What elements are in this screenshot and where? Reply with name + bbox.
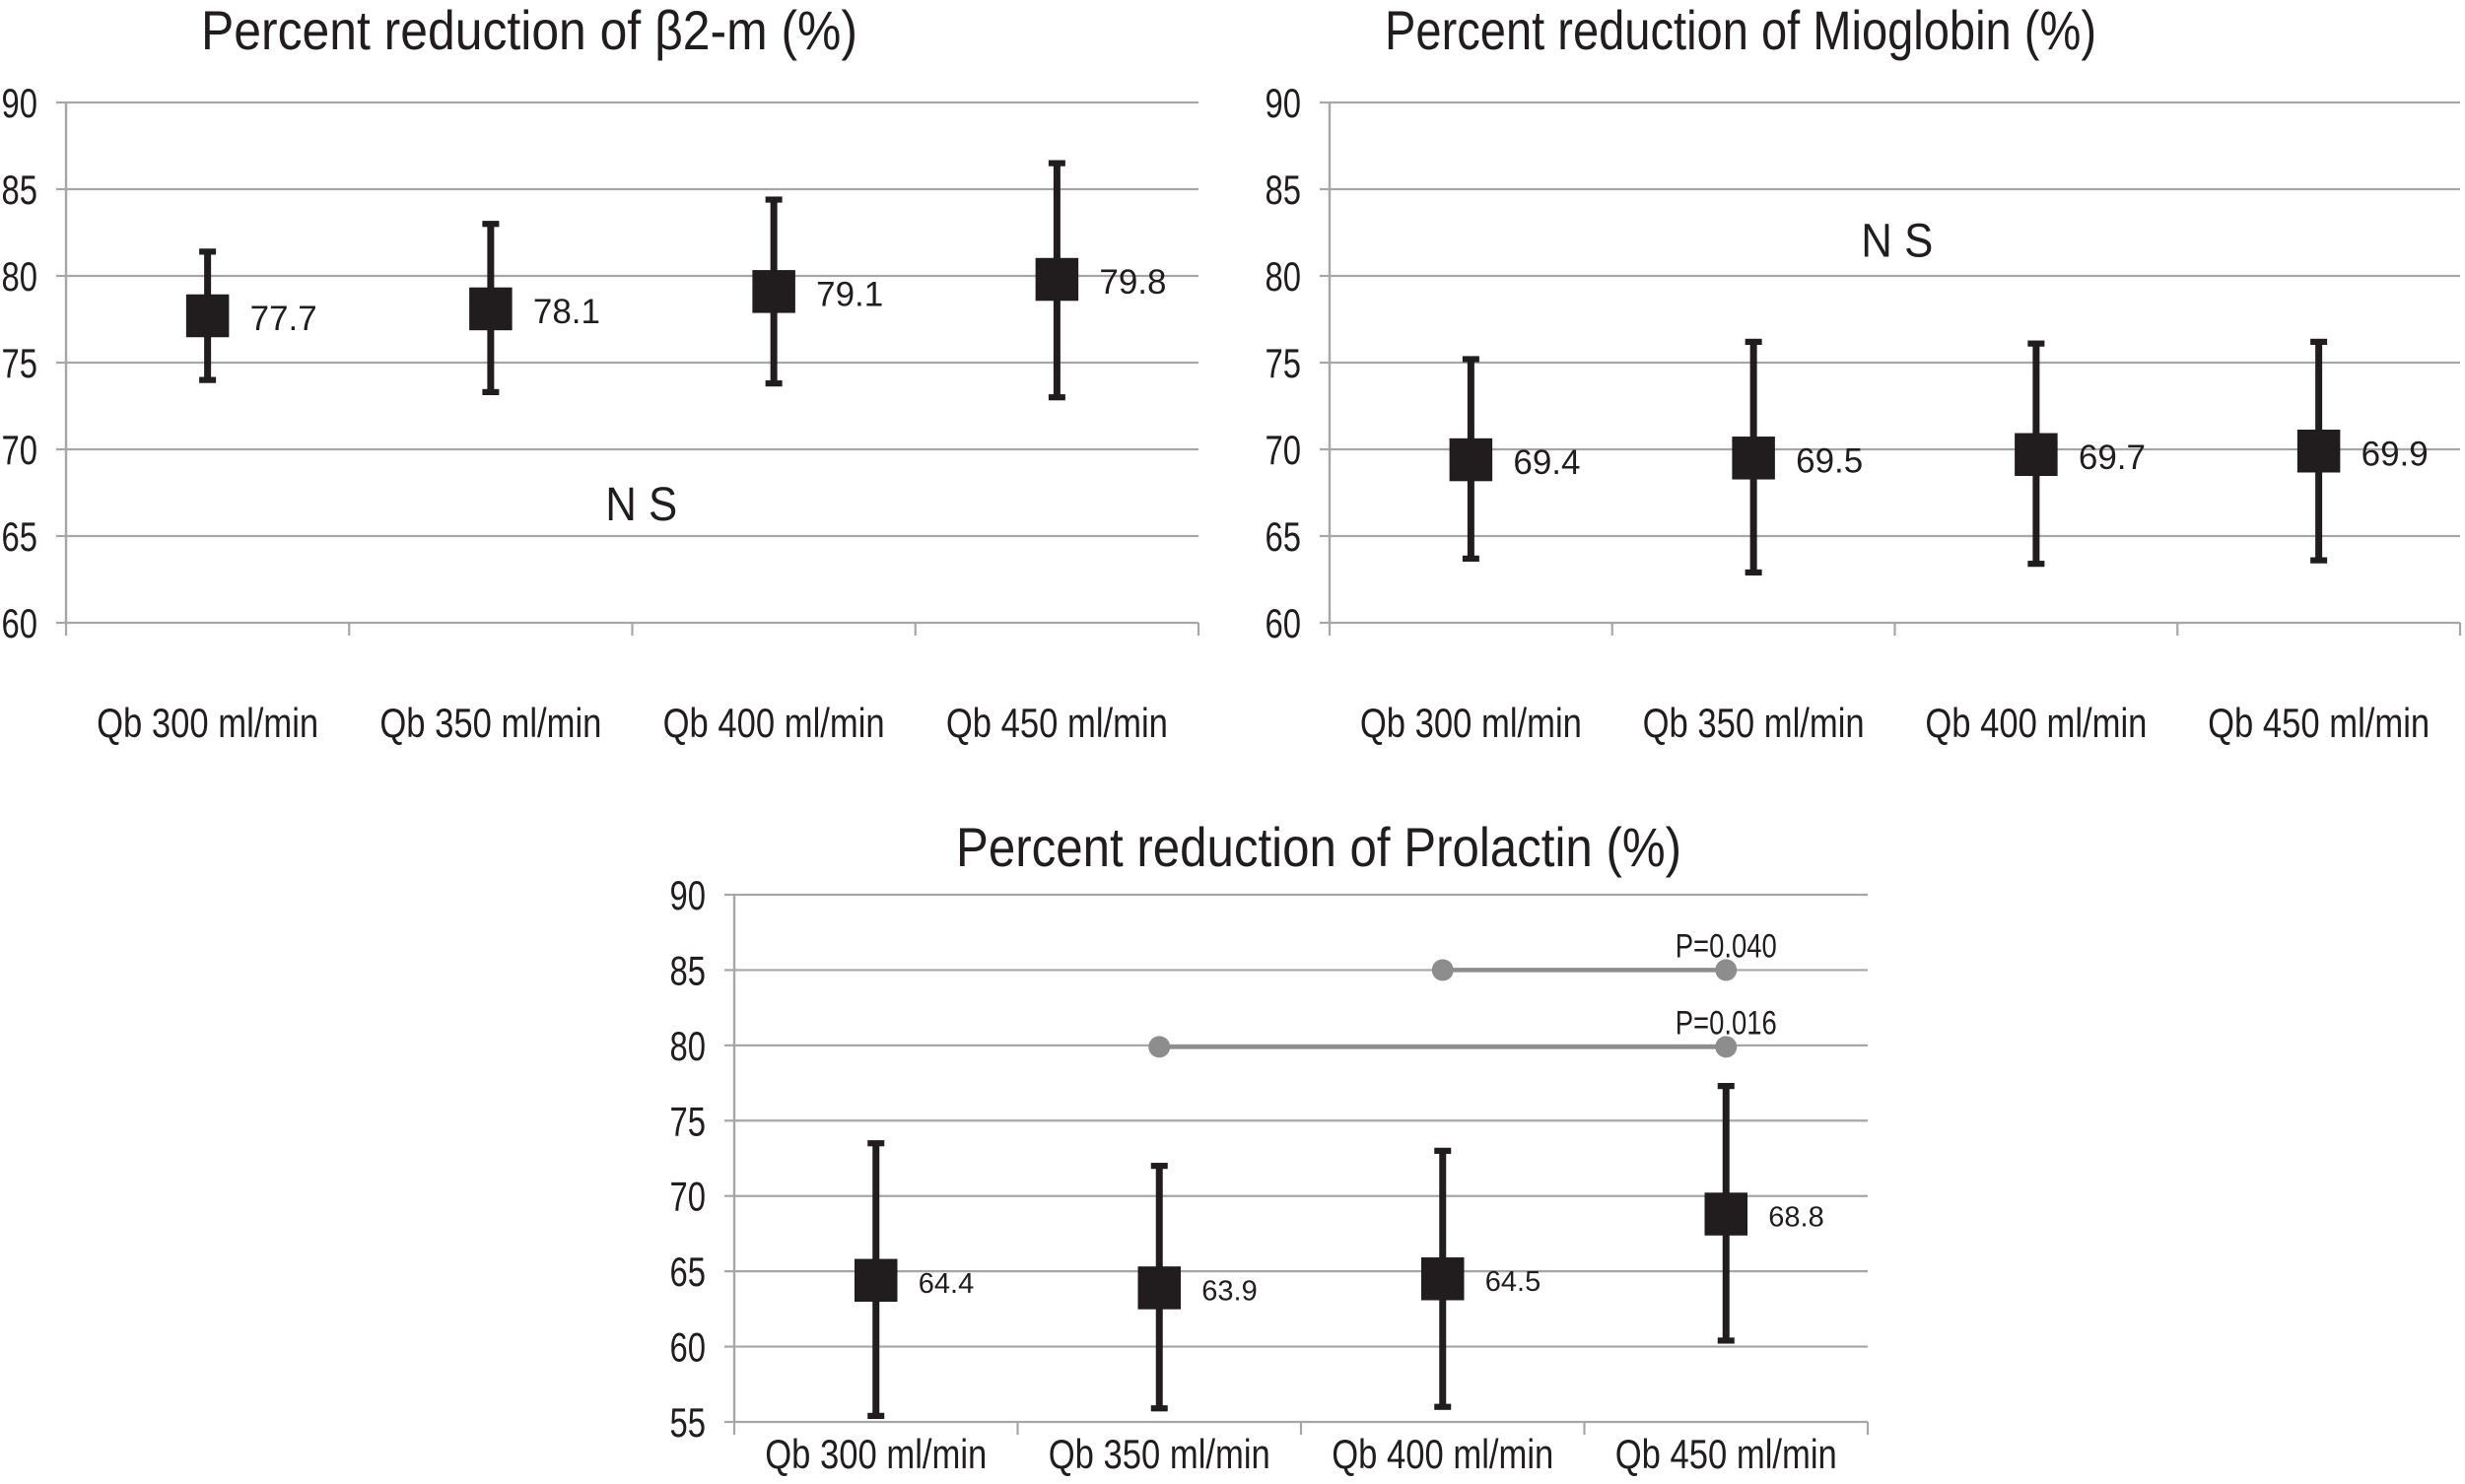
value-label: 79.1 xyxy=(816,275,883,313)
error-bar-cap-upper xyxy=(1745,338,1762,345)
marker-square xyxy=(1449,438,1493,482)
error-bar-cap-upper xyxy=(1717,1083,1735,1090)
x-category-label: Qb 300 ml/min xyxy=(97,700,318,746)
error-bar-cap-lower xyxy=(2027,561,2045,568)
significance-dot xyxy=(1431,959,1454,981)
y-tick-label: 65 xyxy=(2,513,38,560)
x-category-label: Qb 300 ml/min xyxy=(1360,700,1582,746)
x-category-label: Qb 400 ml/min xyxy=(1332,1431,1553,1477)
error-bar-cap-upper xyxy=(1150,1163,1168,1170)
y-tick-label: 80 xyxy=(670,1023,707,1069)
error-bar-cap-upper xyxy=(2027,340,2045,347)
x-category-label: Qb 400 ml/min xyxy=(663,700,885,746)
y-tick-label: 70 xyxy=(1266,427,1302,473)
ns-annotation: N S xyxy=(1861,216,1933,268)
y-tick-label: 70 xyxy=(670,1174,707,1220)
chart-mioglobin: Percent reduction of Mioglobin (%) 60 65 70… xyxy=(1266,0,2462,746)
error-bar-cap-lower xyxy=(482,388,500,396)
error-bar-cap-lower xyxy=(1048,394,1065,401)
error-bar-cap-lower xyxy=(1434,1403,1452,1410)
marker-square xyxy=(469,287,513,331)
y-tick-label: 85 xyxy=(2,167,38,213)
chart-title: Percent reduction of β2-m (%) xyxy=(201,0,857,61)
y-tick-label: 80 xyxy=(1266,253,1302,300)
error-bar-cap-upper xyxy=(1048,160,1065,167)
value-label: 78.1 xyxy=(533,293,600,331)
y-tick-label: 75 xyxy=(1266,340,1302,386)
x-category-label: Qb 300 ml/min xyxy=(765,1431,987,1477)
x-category-label: Qb 450 ml/min xyxy=(1615,1431,1837,1477)
error-bar-cap-upper xyxy=(2310,338,2328,345)
y-tick-label: 90 xyxy=(2,80,38,126)
marker-square xyxy=(1704,1192,1747,1236)
significance-dot xyxy=(1715,959,1738,981)
marker-square xyxy=(752,270,795,313)
error-bar-cap-lower xyxy=(867,1412,885,1419)
value-label: 69.9 xyxy=(2362,435,2429,473)
marker-square xyxy=(2015,433,2058,477)
y-tick-label: 65 xyxy=(670,1248,707,1295)
x-category-label: Qb 450 ml/min xyxy=(2208,700,2430,746)
value-label: 68.8 xyxy=(1768,1201,1823,1233)
error-bar-cap-lower xyxy=(1745,569,1762,576)
marker-square xyxy=(185,294,230,338)
error-bar-cap-upper xyxy=(199,248,217,255)
x-category-label: Qb 450 ml/min xyxy=(946,700,1168,746)
value-label: 79.8 xyxy=(1099,263,1166,302)
x-category-label: Qb 350 ml/min xyxy=(379,700,601,746)
y-tick-label: 90 xyxy=(1266,80,1302,126)
y-tick-label: 70 xyxy=(2,427,38,473)
value-label: 77.7 xyxy=(250,300,317,338)
error-bar-cap-lower xyxy=(1462,555,1479,562)
y-tick-label: 75 xyxy=(2,340,38,386)
value-label: 64.4 xyxy=(919,1268,974,1300)
error-bar-cap-upper xyxy=(765,196,783,203)
error-bar-cap-lower xyxy=(1717,1337,1735,1344)
marker-square xyxy=(1035,257,1079,302)
significance-dot xyxy=(1148,1036,1171,1058)
value-label: 69.7 xyxy=(2079,438,2146,477)
marker-square xyxy=(1732,437,1775,480)
error-bar-cap-lower xyxy=(2310,557,2328,564)
y-tick-label: 60 xyxy=(670,1324,707,1371)
y-tick-label: 65 xyxy=(1266,513,1302,560)
y-tick-label: 85 xyxy=(1266,167,1302,213)
chart-beta2m: Percent reduction of β2-m (%) 60 65 70 75 80 8… xyxy=(2,0,1200,746)
error-bar-cap-upper xyxy=(1462,356,1479,363)
error-bar-cap-lower xyxy=(765,380,783,387)
ns-annotation: N S xyxy=(605,479,677,531)
value-label: 63.9 xyxy=(1201,1275,1257,1307)
value-label: 69.4 xyxy=(1513,443,1580,482)
y-tick-label: 60 xyxy=(1266,600,1302,646)
y-tick-label: 85 xyxy=(670,947,707,993)
marker-square xyxy=(1137,1266,1181,1310)
y-tick-label: 80 xyxy=(2,253,38,300)
x-category-label: Qb 400 ml/min xyxy=(1925,700,2147,746)
chart-title: Percent reduction of Prolactin (%) xyxy=(956,816,1681,878)
x-category-label: Qb 350 ml/min xyxy=(1643,700,1865,746)
error-bar-cap-upper xyxy=(1434,1147,1452,1154)
chart-prolactin: Percent reduction of Prolactin (%) 55 60 65… xyxy=(670,816,1870,1477)
y-tick-label: 55 xyxy=(670,1399,707,1446)
y-tick-label: 75 xyxy=(670,1098,707,1144)
x-category-label: Qb 350 ml/min xyxy=(1049,1431,1270,1477)
marker-square xyxy=(2296,430,2341,473)
error-bar-cap-upper xyxy=(482,221,500,228)
error-bar-cap-lower xyxy=(1150,1405,1168,1412)
significance-label: P=0.040 xyxy=(1676,927,1777,965)
chart-title: Percent reduction of Mioglobin (%) xyxy=(1385,0,2096,61)
value-label: 69.5 xyxy=(1796,441,1863,480)
y-tick-label: 90 xyxy=(670,872,707,918)
error-bar-cap-lower xyxy=(199,376,217,383)
error-bar-cap-upper xyxy=(867,1140,885,1147)
significance-label: P=0.016 xyxy=(1676,1004,1777,1042)
y-tick-label: 60 xyxy=(2,600,38,646)
value-label: 64.5 xyxy=(1485,1266,1541,1298)
marker-square xyxy=(1421,1257,1465,1301)
marker-square xyxy=(855,1258,898,1303)
significance-dot xyxy=(1715,1036,1738,1058)
